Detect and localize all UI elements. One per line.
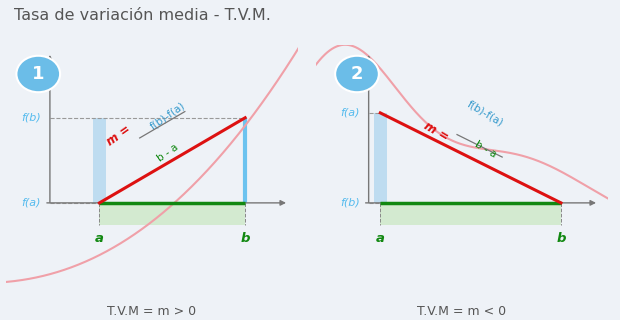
Bar (374, 113, 387, 203)
Text: f(b): f(b) (340, 198, 360, 208)
Circle shape (335, 56, 379, 92)
Text: m =: m = (104, 123, 133, 148)
Text: T.V.M = m > 0: T.V.M = m > 0 (107, 305, 197, 318)
Text: b: b (241, 232, 250, 245)
Text: m =: m = (421, 120, 451, 144)
Text: f(a): f(a) (22, 198, 41, 208)
Text: Tasa de variación media - T.V.M.: Tasa de variación media - T.V.M. (14, 8, 270, 23)
Bar (380, 203, 561, 225)
Text: f(a): f(a) (340, 108, 360, 118)
Text: a: a (95, 232, 104, 245)
Text: b - a: b - a (473, 139, 498, 159)
Text: 1: 1 (32, 65, 45, 83)
Text: b - a: b - a (156, 142, 180, 164)
Text: T.V.M = m < 0: T.V.M = m < 0 (417, 305, 507, 318)
Text: b: b (556, 232, 565, 245)
Text: a: a (376, 232, 385, 245)
Text: f(b)-f(a): f(b)-f(a) (466, 99, 505, 129)
Text: f(b): f(b) (22, 113, 41, 123)
Bar (99, 203, 245, 225)
Text: 2: 2 (351, 65, 363, 83)
Circle shape (16, 56, 60, 92)
Bar (93, 118, 106, 203)
Text: f(b)-f(a): f(b)-f(a) (149, 100, 187, 132)
